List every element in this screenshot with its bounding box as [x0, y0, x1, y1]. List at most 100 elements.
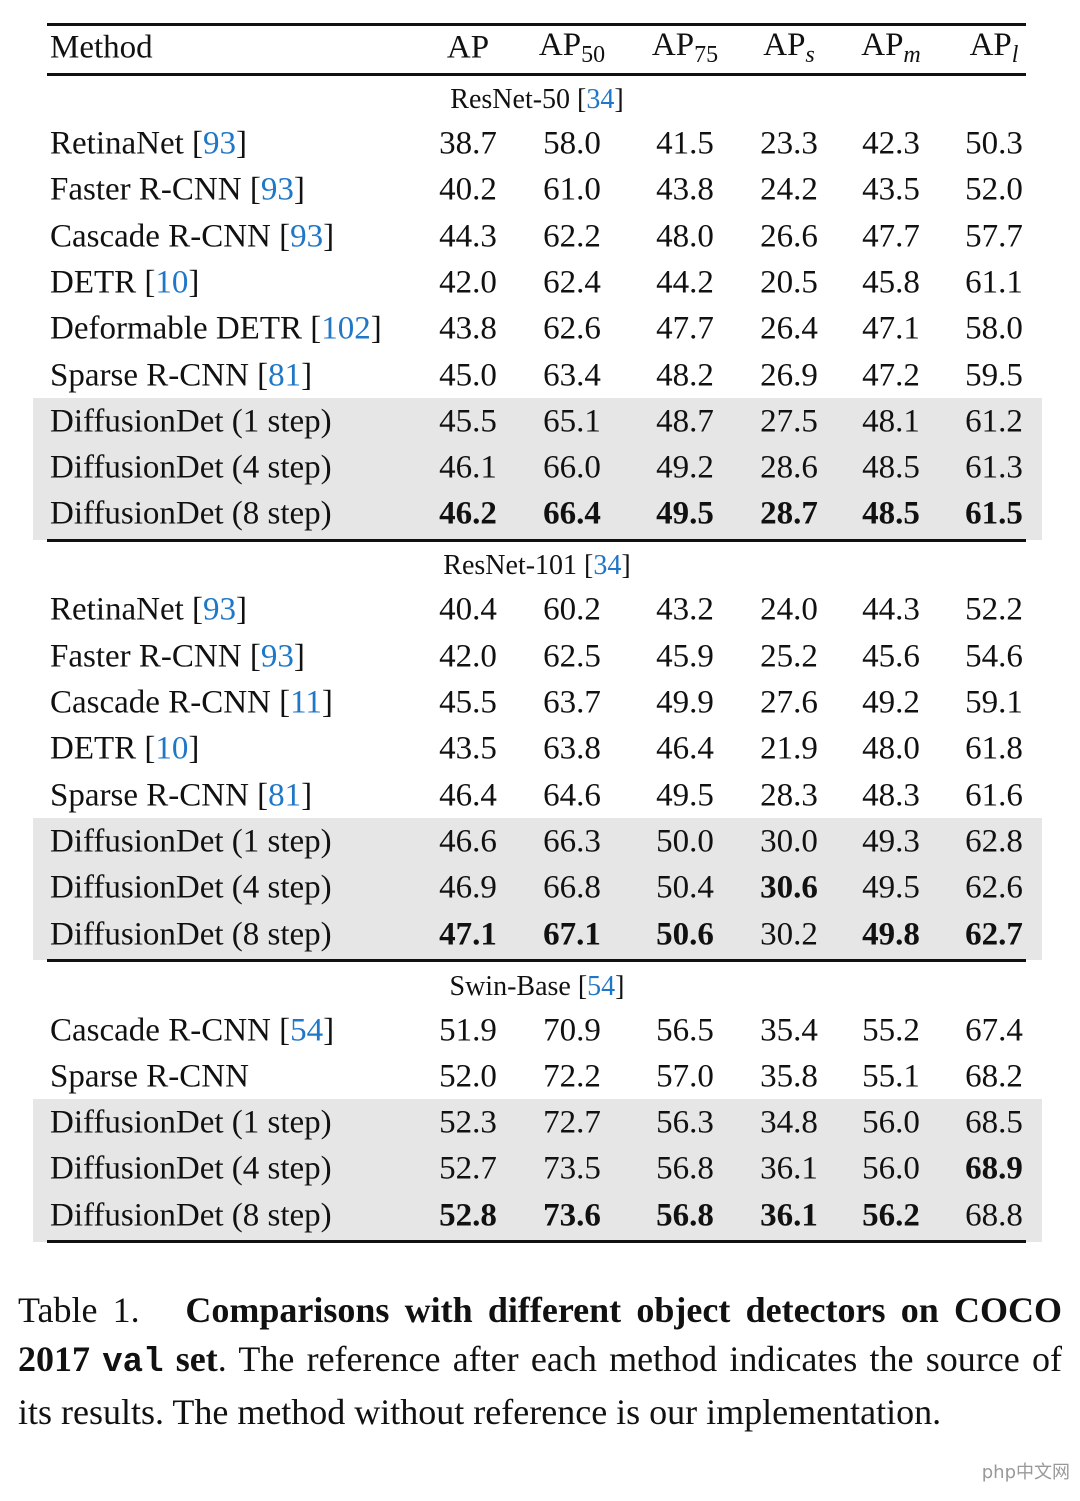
citation-number: 81: [268, 777, 302, 814]
value-cell: 57.7: [965, 218, 1023, 255]
value-cell: 62.6: [543, 310, 601, 347]
value-cell: 56.5: [656, 1012, 714, 1048]
method: DiffusionDet (8 step): [50, 1199, 332, 1232]
value-cell: 67.1: [543, 916, 601, 952]
value-cell: 44.3: [862, 591, 920, 628]
citation: 93: [192, 592, 247, 628]
citation: 93: [192, 126, 247, 162]
citation: 54: [279, 1012, 334, 1048]
header-sub: m: [903, 42, 921, 68]
backbone: Swin-Base: [449, 970, 571, 1002]
header-text: AP: [763, 27, 806, 63]
method-name: RetinaNet: [50, 125, 184, 162]
value-cell: 54.6: [965, 638, 1023, 675]
value-cell: 52.8: [439, 1197, 497, 1234]
method: Faster R-CNN 93: [50, 171, 305, 208]
citation-number: 11: [290, 684, 322, 721]
value-cell: 68.8: [965, 1197, 1023, 1234]
header-sub: l: [1011, 42, 1019, 68]
citation: 34: [584, 550, 631, 581]
method-name: Sparse R-CNN: [50, 357, 249, 393]
value-cell: 45.8: [862, 264, 920, 301]
value-cell: 43.8: [439, 310, 497, 347]
value-cell: 51.9: [439, 1012, 497, 1048]
value-cell: 49.2: [656, 449, 714, 486]
value-cell: 66.3: [543, 823, 601, 860]
value-cell: 49.9: [656, 684, 714, 721]
citation-number: 93: [260, 638, 294, 675]
row-shading: [33, 817, 1042, 961]
value-cell: 38.7: [439, 125, 497, 162]
method-name: DiffusionDet (4 step): [50, 449, 332, 486]
value-cell: 68.2: [965, 1058, 1023, 1095]
value-cell: 50.0: [656, 823, 714, 860]
method-name: DETR: [50, 730, 137, 767]
value-cell: 27.6: [760, 684, 818, 721]
value-cell: 45.0: [439, 357, 497, 393]
method-name: DiffusionDet (1 step): [50, 1104, 332, 1141]
citation-number: 10: [155, 730, 189, 767]
value-cell: 56.8: [656, 1150, 714, 1187]
method: Sparse R-CNN 81: [50, 777, 312, 814]
row-shading: [33, 1099, 1042, 1242]
value-cell: 40.4: [439, 591, 497, 628]
method-name: Deformable DETR: [50, 310, 302, 347]
method: Sparse R-CNN 81: [50, 357, 312, 393]
method-name: DiffusionDet (1 step): [50, 403, 332, 440]
value-cell: 60.2: [543, 591, 601, 628]
column-header: AP75: [651, 27, 718, 68]
value-cell: 23.3: [760, 125, 818, 162]
header-text: AP: [651, 27, 695, 63]
value-cell: 46.4: [656, 730, 714, 767]
value-cell: 21.9: [760, 730, 818, 767]
value-cell: 62.7: [965, 916, 1023, 952]
method: RetinaNet 93: [50, 592, 247, 628]
rule: [47, 72, 1026, 76]
method-name: Sparse R-CNN: [50, 777, 249, 814]
value-cell: 48.5: [862, 449, 920, 486]
value-cell: 45.9: [656, 638, 714, 675]
citation-number: 54: [587, 970, 616, 1002]
method-name: Sparse R-CNN: [50, 1058, 249, 1095]
method: DiffusionDet (1 step): [50, 405, 332, 438]
value-cell: 43.8: [656, 171, 714, 208]
value-cell: 42.3: [862, 125, 920, 162]
citation-number: 54: [290, 1012, 324, 1048]
citation: 54: [578, 971, 625, 1002]
value-cell: 45.5: [439, 403, 497, 440]
method: Sparse R-CNN: [50, 1060, 249, 1093]
value-cell: 63.8: [543, 730, 601, 767]
value-cell: 50.4: [656, 869, 714, 906]
value-cell: 48.0: [656, 218, 714, 255]
header-text: AP: [538, 27, 582, 63]
rule: [47, 539, 1026, 542]
value-cell: 55.2: [862, 1012, 920, 1048]
value-cell: 68.9: [965, 1150, 1023, 1187]
value-cell: 49.8: [862, 916, 920, 952]
method: DiffusionDet (4 step): [50, 871, 332, 905]
value-cell: 50.6: [656, 916, 714, 952]
value-cell: 45.5: [439, 684, 497, 721]
watermark: php中文网: [981, 1462, 1070, 1483]
value-cell: 64.6: [543, 777, 601, 814]
method: DiffusionDet (4 step): [50, 1150, 332, 1187]
value-cell: 61.8: [965, 730, 1023, 767]
method: DETR 10: [50, 264, 199, 300]
method-name: DiffusionDet (4 step): [50, 1150, 332, 1187]
value-cell: 24.2: [760, 171, 818, 208]
value-cell: 47.1: [862, 310, 920, 347]
section-label: Swin-Base 54: [449, 970, 625, 1002]
caption-bold: set: [175, 1339, 218, 1379]
value-cell: 35.8: [760, 1058, 818, 1095]
rule: [47, 22, 1026, 26]
header-sub: 50: [581, 42, 606, 68]
value-cell: 49.5: [656, 777, 714, 814]
value-cell: 61.5: [965, 495, 1023, 532]
value-cell: 73.6: [543, 1197, 601, 1234]
value-cell: 46.6: [439, 823, 497, 860]
value-cell: 70.9: [543, 1012, 601, 1048]
value-cell: 56.8: [656, 1197, 714, 1234]
value-cell: 62.6: [965, 869, 1023, 906]
citation-number: 93: [260, 171, 294, 208]
